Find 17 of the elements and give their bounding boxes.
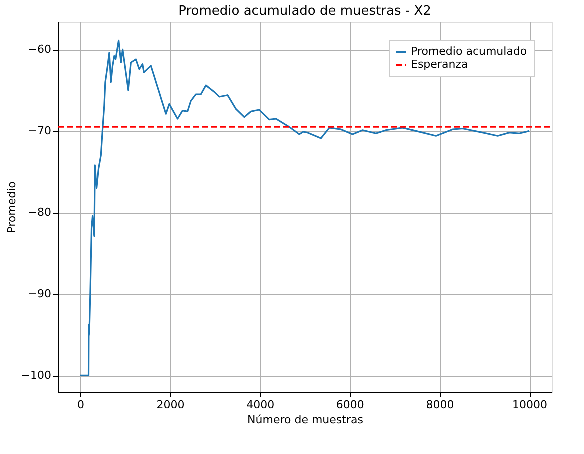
y-tick-label: −70 — [28, 124, 52, 138]
line-series — [80, 40, 530, 376]
y-tick-label: −90 — [28, 288, 52, 301]
chart-title: Promedio acumulado de muestras - X2 — [178, 4, 432, 19]
x-tick-label: 4000 — [246, 398, 275, 412]
legend-label: Esperanza — [411, 58, 468, 71]
x-tick-label: 6000 — [336, 398, 364, 412]
y-axis-title: Promedio — [5, 181, 18, 234]
legend-label: Promedio acumulado — [411, 45, 528, 58]
x-tick-label: 10000 — [512, 398, 548, 412]
y-tick-label: −60 — [28, 43, 52, 56]
x-tick-label: 8000 — [426, 398, 454, 412]
y-tick-label: −80 — [28, 206, 52, 220]
x-tick-label: 0 — [77, 398, 84, 412]
x-tick-label: 2000 — [156, 398, 185, 412]
y-tick-label: −100 — [21, 369, 52, 382]
x-axis-title: Número de muestras — [248, 414, 364, 426]
